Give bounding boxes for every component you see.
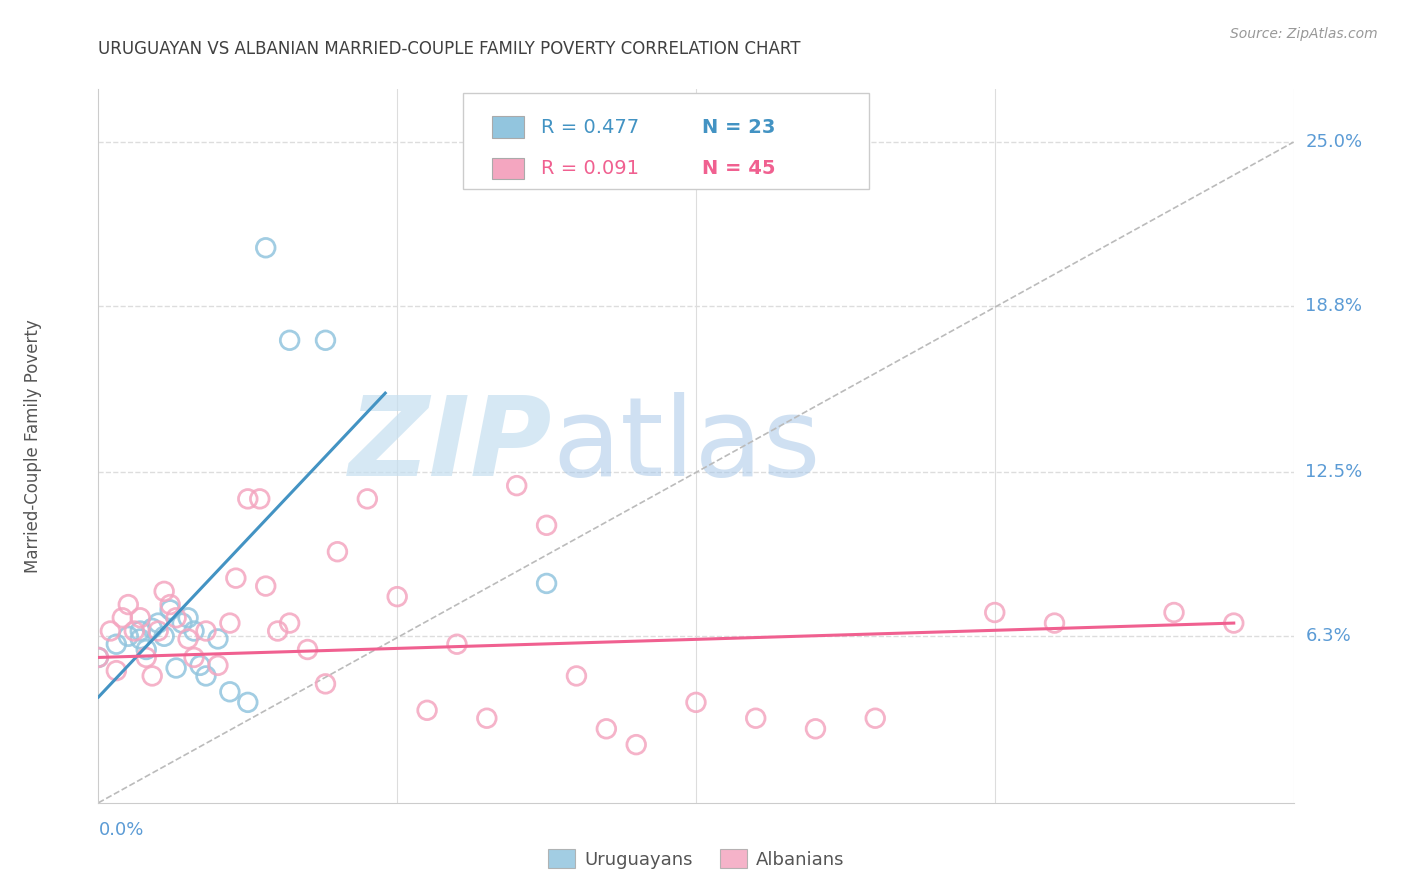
Point	[159, 603, 181, 617]
Point	[278, 616, 301, 631]
Point	[1223, 616, 1246, 631]
Point	[356, 491, 378, 506]
Point	[177, 632, 200, 646]
Point	[159, 598, 181, 612]
Point	[129, 611, 152, 625]
Point	[865, 711, 887, 725]
Point	[105, 664, 128, 678]
Point	[315, 677, 337, 691]
Text: R = 0.091: R = 0.091	[540, 159, 638, 178]
Point	[207, 658, 229, 673]
Point	[129, 624, 152, 638]
Point	[153, 629, 176, 643]
Text: 12.5%: 12.5%	[1305, 464, 1362, 482]
Point	[177, 611, 200, 625]
Point	[124, 624, 146, 638]
Text: 18.8%: 18.8%	[1305, 297, 1362, 315]
Point	[446, 637, 468, 651]
Point	[148, 624, 170, 638]
Point	[117, 598, 139, 612]
Point	[207, 632, 229, 646]
Point	[117, 629, 139, 643]
Point	[804, 722, 827, 736]
Point	[565, 669, 588, 683]
Point	[87, 650, 110, 665]
Point	[165, 611, 187, 625]
Point	[278, 333, 301, 347]
Text: R = 0.477: R = 0.477	[540, 118, 638, 136]
Point	[141, 669, 163, 683]
Point	[624, 738, 647, 752]
Point	[98, 624, 122, 638]
Text: Married-Couple Family Poverty: Married-Couple Family Poverty	[24, 319, 42, 573]
Point	[153, 584, 176, 599]
Point	[385, 590, 409, 604]
Text: URUGUAYAN VS ALBANIAN MARRIED-COUPLE FAMILY POVERTY CORRELATION CHART: URUGUAYAN VS ALBANIAN MARRIED-COUPLE FAM…	[98, 40, 801, 58]
Point	[1043, 616, 1066, 631]
Point	[745, 711, 768, 725]
Text: 25.0%: 25.0%	[1305, 133, 1362, 151]
Point	[416, 703, 439, 717]
FancyBboxPatch shape	[463, 93, 869, 189]
Point	[219, 616, 242, 631]
Point	[129, 632, 152, 646]
Point	[183, 624, 205, 638]
Point	[326, 545, 349, 559]
Point	[219, 685, 242, 699]
Point	[172, 616, 194, 631]
FancyBboxPatch shape	[492, 117, 524, 138]
Point	[315, 333, 337, 347]
Point	[254, 241, 277, 255]
Point	[194, 624, 218, 638]
Point	[983, 606, 1005, 620]
Point	[254, 579, 277, 593]
Point	[225, 571, 247, 585]
Legend: Uruguayans, Albanians: Uruguayans, Albanians	[540, 842, 852, 876]
Text: 6.3%: 6.3%	[1305, 627, 1351, 645]
Point	[87, 650, 110, 665]
Point	[165, 661, 187, 675]
Point	[1163, 606, 1185, 620]
Point	[135, 650, 157, 665]
Point	[536, 576, 558, 591]
Point	[506, 478, 529, 492]
Point	[141, 621, 163, 635]
Point	[111, 611, 134, 625]
Point	[194, 669, 218, 683]
Text: 0.0%: 0.0%	[98, 821, 143, 838]
Point	[536, 518, 558, 533]
Point	[183, 650, 205, 665]
Point	[249, 491, 271, 506]
Point	[297, 642, 319, 657]
Point	[135, 642, 157, 657]
Text: N = 45: N = 45	[702, 159, 776, 178]
Text: atlas: atlas	[553, 392, 821, 500]
Point	[475, 711, 498, 725]
Point	[267, 624, 290, 638]
Text: Source: ZipAtlas.com: Source: ZipAtlas.com	[1230, 27, 1378, 41]
Text: ZIP: ZIP	[349, 392, 553, 500]
FancyBboxPatch shape	[492, 158, 524, 179]
Point	[188, 658, 211, 673]
Text: N = 23: N = 23	[702, 118, 775, 136]
Point	[685, 695, 707, 709]
Point	[236, 491, 259, 506]
Point	[595, 722, 617, 736]
Point	[236, 695, 259, 709]
Point	[148, 616, 170, 631]
Point	[105, 637, 128, 651]
